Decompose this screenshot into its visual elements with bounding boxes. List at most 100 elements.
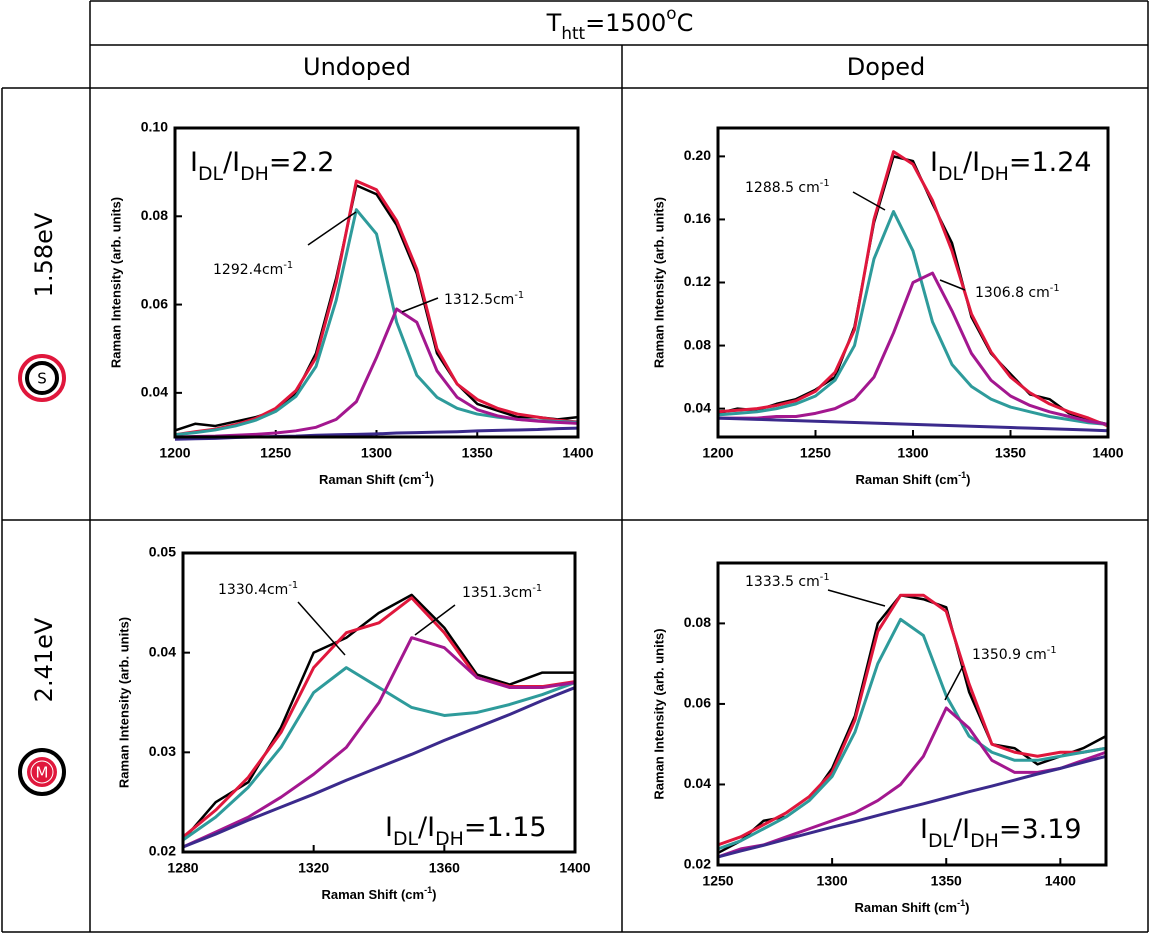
subscript: DH [240,163,269,185]
ratio-annotation: IDL/IDH=1.15 [385,812,547,850]
icon-s: S [18,354,66,402]
series-line [717,617,1107,851]
y-tick-label: 0.08 [684,336,711,352]
y-tick-label: 0.02 [149,843,176,859]
superscript: -1 [957,898,965,908]
series-line [717,754,1107,859]
superscript: -1 [820,572,830,583]
x-tick-label: 1320 [298,860,329,876]
y-tick-label: 0.10 [141,119,168,135]
y-tick-label: 0.05 [149,544,176,560]
series-line [717,155,1109,426]
column-header: Undoped [303,53,411,81]
x-tick-label: 1400 [1092,445,1123,461]
leader-line [944,665,964,701]
y-tick-label: 0.06 [684,695,711,711]
peak-annotation: 1330.4cm-1 [218,580,298,599]
chart: 1200 1250 1300 1350 1400 0.04 0.06 0.08 0.10 Rama… [108,119,593,488]
subscript: DH [980,163,1009,185]
y-tick-label: 0.08 [684,614,711,630]
ratio-annotation: IDL/IDH=3.19 [920,814,1082,852]
y-axis-label: Raman Intensity (arb. units) [651,197,666,368]
x-tick-label: 1300 [361,445,392,461]
leader-line [852,191,886,211]
x-tick-label: 1400 [559,860,590,876]
series-line [182,636,576,849]
text-part: I [930,147,938,178]
y-axis-label: Raman Intensity (arb. units) [108,197,123,368]
text-part: 1292.4cm [213,262,283,278]
icon-m: M [18,748,66,796]
leader-line [827,589,886,607]
peak-annotation: 1333.5 cm-1 [745,572,830,591]
series-line [717,593,1107,847]
x-tick-label: 1300 [897,445,928,461]
text-part: ) [965,900,969,915]
x-tick-label: 1200 [702,445,733,461]
y-tick-label: 0.20 [684,147,711,163]
superscript: -1 [1050,283,1060,294]
text-part: 1330.4cm [218,582,288,598]
icon-ring [25,361,59,395]
text-part: I [920,814,928,845]
x-tick-label: 1400 [1045,873,1076,889]
text-part: /I [223,147,240,178]
superscript: -1 [820,178,830,189]
subscript: DL [198,163,224,185]
x-tick-label: 1350 [995,445,1026,461]
superscript: -1 [288,580,298,591]
icon-label: M [36,764,49,782]
subscript: DL [393,828,419,850]
series-line [717,150,1109,428]
x-tick-label: 1200 [159,445,190,461]
icon-ring [18,354,66,402]
y-tick-label: 0.04 [684,399,711,415]
chart: 1200 1250 1300 1350 1400 0.04 0.08 0.12 0.16 0.20… [651,126,1124,487]
chart: 1250 1300 1350 1400 0.02 0.04 0.06 0.08 Raman Sh… [651,561,1108,915]
text-part: ) [430,472,434,487]
series-line [174,208,579,437]
ratio-annotation: IDL/IDH=1.24 [930,147,1092,185]
y-tick-label: 0.03 [149,743,176,759]
y-tick-label: 0.04 [149,643,176,659]
x-tick-label: 1300 [817,873,848,889]
subscript: DH [435,828,464,850]
x-axis-label: Raman Shift (cm-1) [319,470,434,487]
peak-annotation: 1350.9 cm-1 [972,645,1057,664]
x-axis-label: Raman Shift (cm-1) [321,885,436,902]
text-part: 1351.3cm [462,585,532,601]
text-part: 1288.5 cm [745,180,820,196]
subscript: DL [938,163,964,185]
icon-fill [27,757,57,787]
plot-frame [173,126,580,439]
chart: 1280 1320 1360 1400 0.02 0.03 0.04 0.05 Raman Sh… [116,544,590,903]
series-line [182,593,575,841]
row-header: 2.41eV [30,617,58,702]
row-header: 1.58eV [30,212,58,297]
y-tick-label: 0.04 [141,384,168,400]
icon-ring [18,748,66,796]
series-line [182,686,576,849]
table-title: Thtt=1500oC [546,3,694,43]
series-line [718,271,1109,426]
y-axis-label: Raman Intensity (arb. units) [116,617,131,788]
x-tick-label: 1350 [462,445,493,461]
y-tick-label: 0.06 [141,295,168,311]
text-part: =1.24 [1009,147,1092,178]
x-tick-label: 1250 [702,873,733,889]
superscript: -1 [514,290,524,301]
y-tick-label: 0.04 [684,775,711,791]
text-part: /I [953,814,970,845]
column-header: Doped [847,53,925,81]
superscript: -1 [1047,645,1057,656]
superscript: -1 [532,583,542,594]
text-part: /I [963,147,980,178]
text-part: I [190,147,198,178]
leader-line [414,604,456,636]
ratio-annotation: IDL/IDH=2.2 [190,147,334,185]
text-part: =1.15 [464,812,547,843]
text-part: ) [966,472,970,487]
x-tick-label: 1250 [260,445,291,461]
